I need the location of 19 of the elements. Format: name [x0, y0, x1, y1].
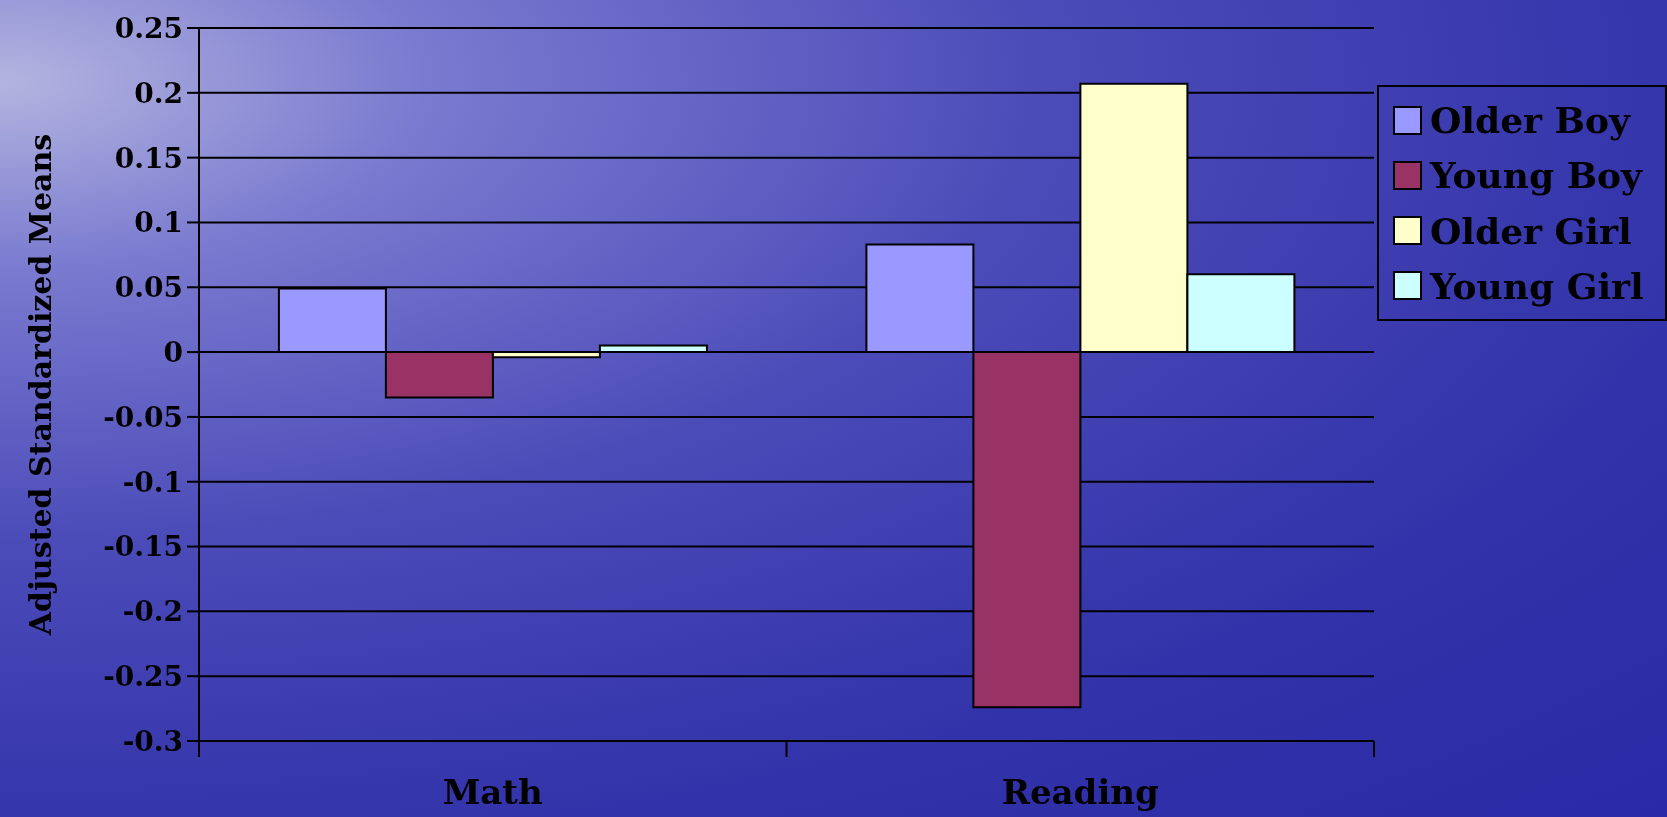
y-axis-title: Adjusted Standardized Means [22, 133, 58, 637]
legend-label: Young Boy [1430, 154, 1642, 197]
y-tick-label: 0.25 [114, 11, 183, 45]
legend-label: Young Girl [1430, 264, 1644, 307]
y-tick-label: -0.25 [103, 660, 183, 694]
y-tick-label: -0.2 [122, 595, 183, 629]
x-tick-label: Math [442, 772, 543, 812]
y-tick-label: 0.1 [134, 206, 183, 240]
x-tick-label: Reading [1001, 772, 1159, 812]
y-tick-label: 0.15 [114, 141, 183, 175]
y-tick-label: -0.05 [103, 400, 183, 434]
y-tick-label: -0.3 [122, 724, 183, 758]
y-tick-label: -0.15 [103, 530, 183, 564]
y-tick-label: 0.2 [134, 76, 183, 110]
legend-label: Older Boy [1430, 99, 1630, 141]
legend-label: Older Girl [1430, 209, 1632, 252]
y-tick-label: -0.1 [122, 465, 183, 499]
y-tick-label: 0 [163, 336, 183, 370]
y-tick-label: 0.05 [114, 271, 183, 305]
